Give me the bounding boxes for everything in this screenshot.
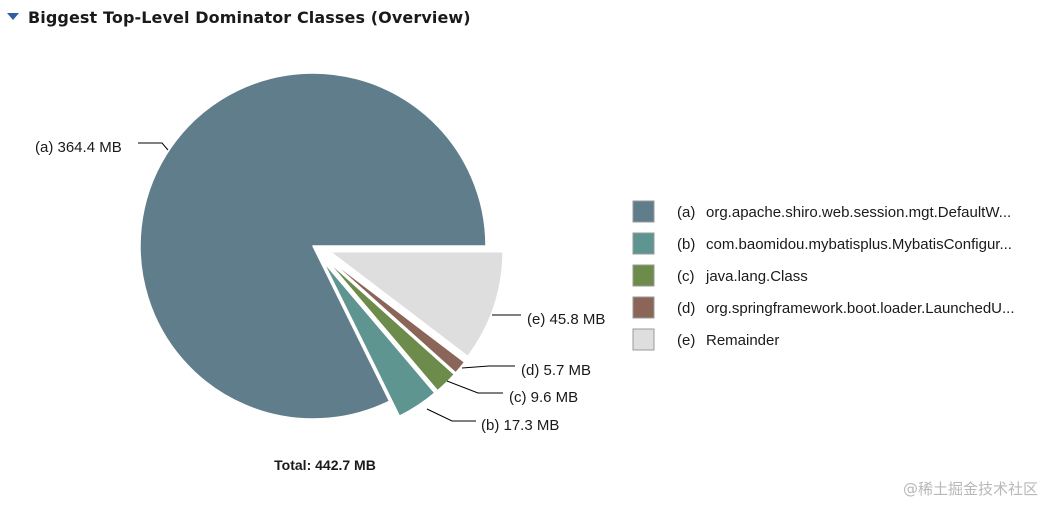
slice-label-c: (c) 9.6 MB [509,389,578,406]
legend-swatch-b [632,232,655,255]
legend-item-b[interactable]: (b) com.baomidou.mybatisplus.MybatisConfi… [632,232,1012,255]
legend-key-a: (a) [677,204,695,221]
legend-swatch-a [632,200,655,223]
legend-swatch-d [632,296,655,319]
legend-key-b: (b) [677,236,695,253]
leader-line-c [446,380,503,394]
legend: (a) org.apache.shiro.web.session.mgt.Defa… [632,200,1015,351]
legend-label-e: Remainder [706,332,779,349]
legend-label-c: java.lang.Class [705,268,808,285]
legend-label-b: com.baomidou.mybatisplus.MybatisConfigur… [706,236,1012,253]
legend-label-a: org.apache.shiro.web.session.mgt.Default… [706,204,1011,221]
triangle-down-icon[interactable] [6,10,20,24]
legend-label-d: org.springframework.boot.loader.Launched… [706,300,1015,317]
pie-slice-b[interactable] [322,260,436,417]
legend-item-d[interactable]: (d) org.springframework.boot.loader.Launc… [632,296,1015,319]
label-leader-lines [138,142,521,422]
leader-line-a [138,142,169,151]
legend-swatch-e [632,328,655,351]
legend-key-c: (c) [677,268,695,285]
pie-slice-e[interactable] [329,250,504,358]
legend-swatch-c [632,264,655,287]
slice-labels: (a) 364.4 MB (b) 17.3 MB (c) 9.6 MB (d) 5.7… [35,139,605,434]
leader-line-d [461,365,515,369]
legend-item-a[interactable]: (a) org.apache.shiro.web.session.mgt.Defa… [632,200,1011,223]
pie-slice-a[interactable] [139,72,487,420]
section-title: Biggest Top-Level Dominator Classes (Ove… [28,7,471,27]
legend-key-d: (d) [677,300,695,317]
pie-slice-c[interactable] [324,258,456,392]
slice-label-d: (d) 5.7 MB [521,362,591,379]
slice-label-a: (a) 364.4 MB [35,139,122,156]
section-header[interactable]: Biggest Top-Level Dominator Classes (Ove… [6,6,471,28]
slice-label-b: (b) 17.3 MB [481,417,559,434]
pie-slice-d[interactable] [326,256,466,374]
pie-slices [139,72,504,420]
legend-item-c[interactable]: (c) java.lang.Class [632,264,808,287]
legend-key-e: (e) [677,332,695,349]
legend-item-e[interactable]: (e) Remainder [632,328,779,351]
watermark: @稀土掘金技术社区 [902,480,1038,498]
slice-label-e: (e) 45.8 MB [527,311,605,328]
leader-line-b [426,408,476,422]
chart-total: Total: 442.7 MB [274,457,376,473]
